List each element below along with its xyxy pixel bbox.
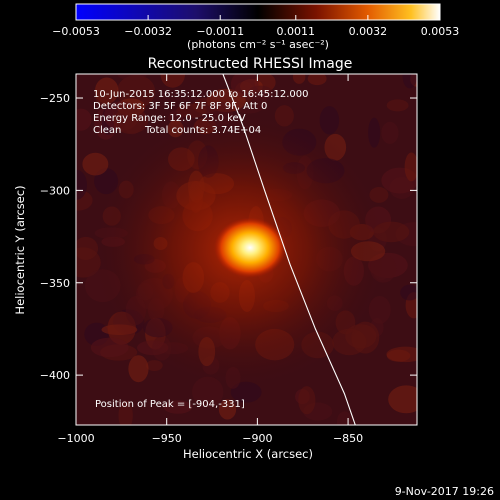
colorbar-tick-label: 0.0053 xyxy=(421,25,460,38)
colorbar-ticks: −0.0053 −0.0032 −0.0011 0.0011 0.0032 0.0053 xyxy=(52,15,459,38)
mottle-blob xyxy=(168,110,184,125)
mottle-blob xyxy=(117,74,147,81)
mottle-blob xyxy=(381,121,399,144)
x-axis-label: Heliocentric X (arcsec) xyxy=(183,447,313,461)
x-tick-label: −850 xyxy=(333,432,363,445)
colorbar xyxy=(75,3,441,21)
mottle-blob xyxy=(128,355,149,383)
mottle-blob xyxy=(76,169,88,200)
colorbar-tick-label: 0.0032 xyxy=(349,25,388,38)
mottle-blob xyxy=(176,103,208,118)
chart-title: Reconstructed RHESSI Image xyxy=(148,56,353,72)
energy-range-text: Energy Range: 12.0 - 25.0 keV xyxy=(93,113,246,124)
y-tick-label: −400 xyxy=(40,369,70,382)
x-tick-label: −950 xyxy=(152,432,182,445)
colorbar-tick-label: −0.0053 xyxy=(52,25,100,38)
mottle-blob xyxy=(307,74,327,86)
colorbar-tick-label: −0.0011 xyxy=(196,25,244,38)
mottle-blob xyxy=(400,284,417,301)
mottle-blob xyxy=(82,152,109,176)
x-tick-label: −900 xyxy=(242,432,272,445)
colorbar-unit-label: (photons cm⁻² s⁻¹ asec⁻²) xyxy=(187,38,329,51)
mottle-blob xyxy=(336,411,353,425)
mottle-blob xyxy=(298,386,316,415)
mottle-blob xyxy=(402,74,417,89)
mottle-blob xyxy=(386,99,409,112)
y-tick-label: −250 xyxy=(40,92,70,105)
mottle-blob xyxy=(76,108,92,131)
mottle-blob xyxy=(90,337,129,358)
mottle-blob xyxy=(118,400,133,425)
colorbar-tick-label: 0.0011 xyxy=(277,25,316,38)
mottle-blob xyxy=(95,89,113,107)
mottle-blob xyxy=(163,400,193,414)
mottle-blob xyxy=(388,385,417,414)
y-tick-label: −350 xyxy=(40,277,70,290)
peak-position-text: Position of Peak = [-904,-331] xyxy=(95,399,245,410)
mottle-blob xyxy=(113,107,149,134)
mottle-blob xyxy=(319,106,340,135)
colorbar-tick-label: −0.0032 xyxy=(124,25,172,38)
solar-limb-curve xyxy=(222,74,356,425)
mottle-blob xyxy=(404,152,417,182)
y-axis-label: Heliocentric Y (arcsec) xyxy=(13,185,27,314)
mottle-blob xyxy=(368,117,381,148)
plot-frame xyxy=(75,73,418,426)
time-range-text: 10-Jun-2015 16:35:12.000 to 16:45:12.000 xyxy=(93,89,309,100)
mottle-blob xyxy=(386,346,417,363)
footer-date: 9-Nov-2017 19:26 xyxy=(395,485,494,498)
mottle-blob xyxy=(218,399,237,420)
mottle-blob xyxy=(230,74,259,98)
flare-source xyxy=(214,217,287,278)
mottle-blob xyxy=(292,74,306,84)
y-tick-label: −300 xyxy=(40,184,70,197)
x-tick-label: −1000 xyxy=(57,432,94,445)
axis-ticks: −1000 −950 −900 −850 −250 −300 −350 −400 xyxy=(40,74,417,445)
algorithm-text: Clean xyxy=(93,125,121,136)
total-counts-text: Total counts: 3.74E+04 xyxy=(144,125,261,136)
detectors-text: Detectors: 3F 5F 6F 7F 8F 9F, Att 0 xyxy=(93,101,267,112)
plot-area xyxy=(76,74,417,425)
